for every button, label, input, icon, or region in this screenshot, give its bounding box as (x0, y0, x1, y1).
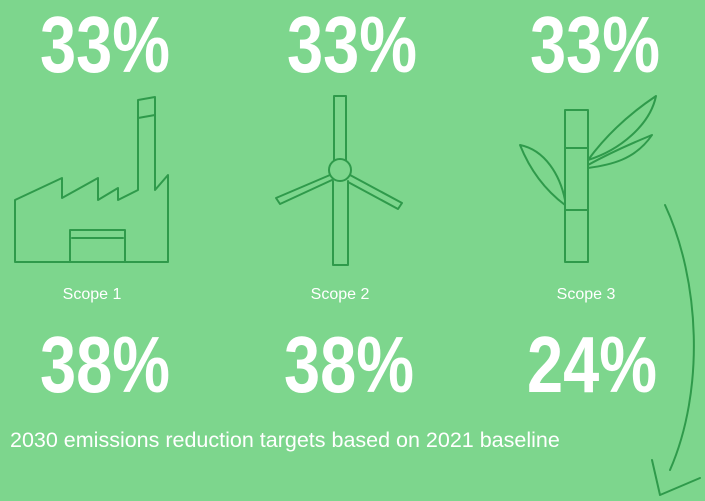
scope-3-bottom-value: 24% (527, 320, 657, 409)
caption: 2030 emissions reduction targets based o… (10, 428, 560, 452)
wind-turbine-icon (275, 95, 403, 266)
scope-2-bottom-value: 38% (284, 320, 414, 409)
scope-1-label: Scope 1 (63, 286, 122, 303)
bamboo-icon (519, 95, 657, 263)
scope-1-top-value: 33% (40, 0, 170, 89)
scope-1-bottom-value: 38% (40, 320, 170, 409)
scope-2-top-value: 33% (287, 0, 417, 89)
factory-icon (14, 96, 169, 263)
scope-3-label: Scope 3 (557, 286, 616, 303)
scope-2-label: Scope 2 (311, 286, 370, 303)
curved-arrow (651, 204, 701, 496)
scope-3-top-value: 33% (530, 0, 660, 89)
